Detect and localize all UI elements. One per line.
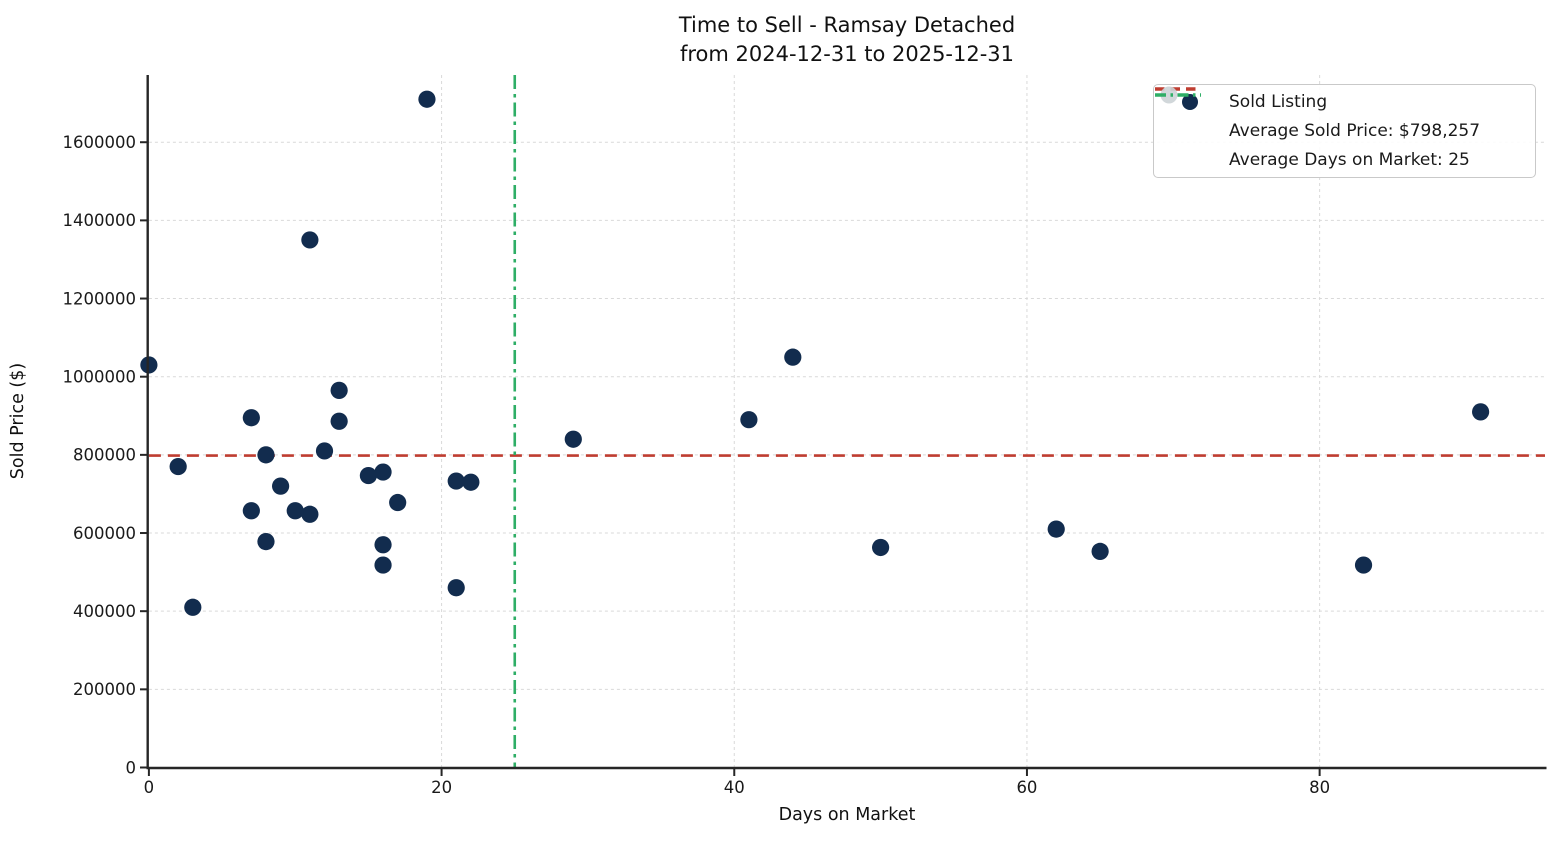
scatter-point <box>1354 556 1373 574</box>
scatter-point <box>1472 403 1490 421</box>
y-tick-label: 1000000 <box>63 367 137 386</box>
y-tick-label: 1400000 <box>63 211 137 230</box>
legend-label: Average Sold Price: $798,257 <box>1229 121 1481 141</box>
x-tick-label: 0 <box>144 778 155 797</box>
scatter-point <box>872 538 890 557</box>
scatter-point <box>447 472 465 490</box>
legend-item-avg-days: Average Days on Market: 25 <box>1154 86 1535 175</box>
legend-label: Sold Listing <box>1229 91 1328 112</box>
scatter-point <box>462 473 480 491</box>
scatter-point <box>330 412 348 430</box>
legend: Sold Listing Average Sold Price: $798,25… <box>1153 84 1536 178</box>
y-tick-label: 600000 <box>73 524 136 543</box>
scatter-point <box>301 505 319 523</box>
scatter-point <box>418 90 436 108</box>
x-axis-label: Days on Market <box>778 805 916 825</box>
y-tick-label: 200000 <box>73 680 136 699</box>
scatter-point <box>184 598 202 616</box>
y-tick-label: 800000 <box>73 446 136 465</box>
scatter-point <box>257 533 275 551</box>
scatter-point <box>564 430 582 448</box>
scatter-point <box>257 446 275 464</box>
y-axis-label: Sold Price ($) <box>8 362 28 480</box>
scatter-point <box>389 493 407 512</box>
scatter-point <box>330 381 348 399</box>
scatter-point <box>784 348 802 366</box>
scatter-point <box>740 411 758 429</box>
scatter-point <box>301 231 319 249</box>
scatter-point <box>315 442 334 460</box>
legend-label: Average Days on Market: 25 <box>1229 150 1470 171</box>
scatter-point <box>1047 520 1065 538</box>
scatter-point <box>286 502 304 520</box>
scatter-point <box>359 466 378 485</box>
x-tick-label: 80 <box>1309 778 1330 797</box>
chart-title-line1: Time to Sell - Ramsay Detached <box>678 13 1016 37</box>
x-tick-label: 60 <box>1016 778 1037 797</box>
y-tick-label: 1600000 <box>63 133 137 152</box>
y-tick-label: 1200000 <box>63 289 137 308</box>
y-tick-label: 400000 <box>73 602 136 621</box>
x-tick-label: 40 <box>724 778 745 797</box>
dashed-line-glyph <box>1155 87 1201 91</box>
chart-title: Time to Sell - Ramsay Detached from 2024… <box>149 11 1545 69</box>
scatter-point <box>447 579 465 597</box>
scatter-point <box>272 477 290 495</box>
scatter-point <box>374 536 392 554</box>
y-tick-label: 0 <box>126 758 137 777</box>
scatter-point <box>242 409 260 427</box>
sold-listing-dot-icon <box>1165 93 1215 110</box>
scatter-point <box>374 556 392 574</box>
scatter-point <box>242 502 260 520</box>
chart-title-line2: from 2024-12-31 to 2025-12-31 <box>679 42 1015 66</box>
scatter-point <box>1091 542 1109 560</box>
x-tick-label: 20 <box>431 778 452 797</box>
legend-item-avg-price: Average Sold Price: $798,257 <box>1154 87 1535 146</box>
legend-item-sold-listing: Sold Listing <box>1154 87 1535 116</box>
dashdot-line-glyph <box>1155 86 1201 104</box>
scatter-point <box>169 457 187 476</box>
scatter-point <box>374 463 392 481</box>
